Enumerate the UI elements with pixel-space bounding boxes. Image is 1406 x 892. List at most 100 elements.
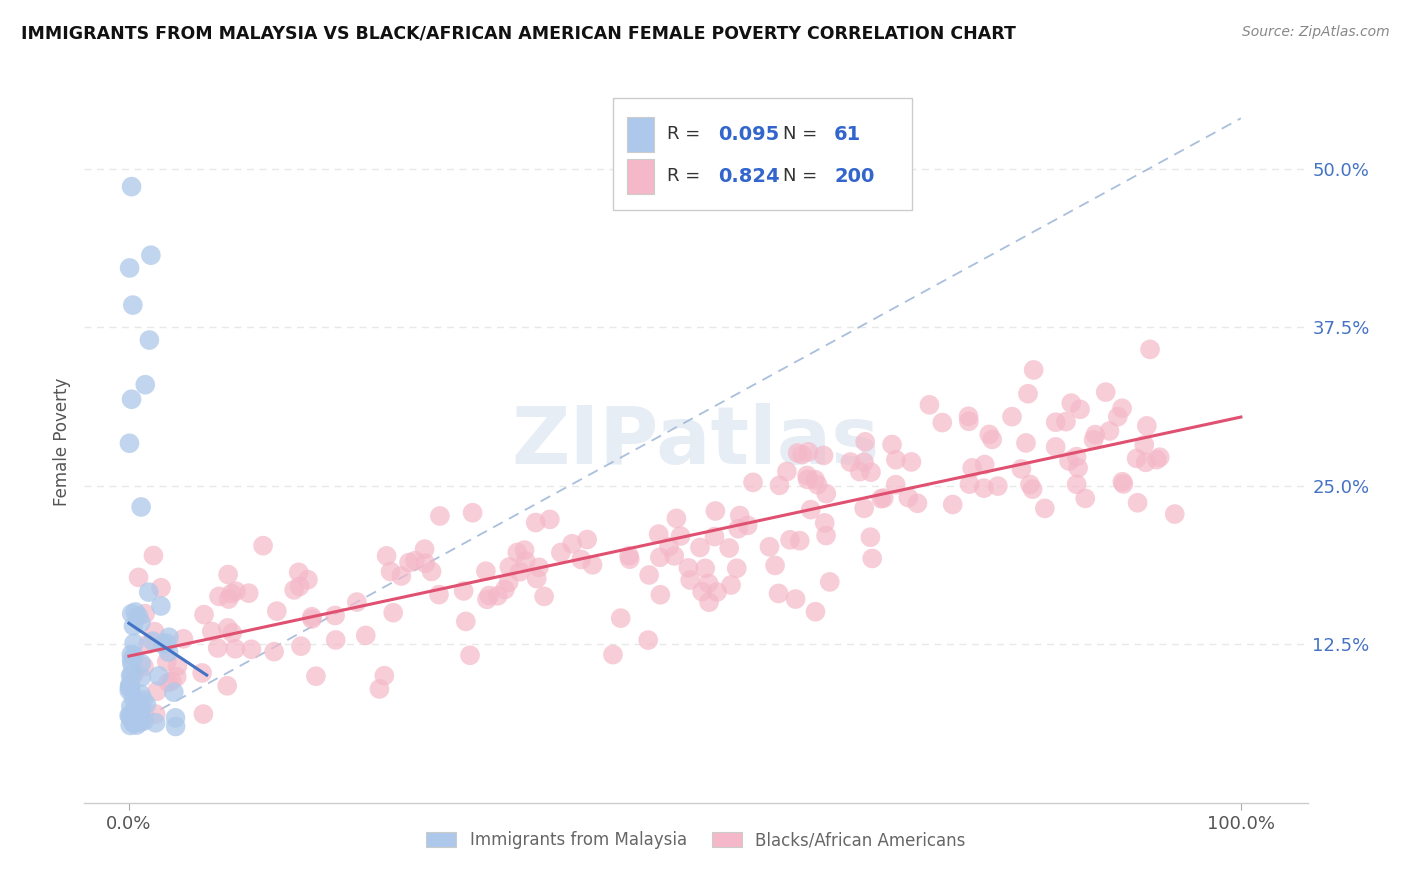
Point xyxy=(1136,418,1159,433)
Point xyxy=(1094,385,1116,400)
Point xyxy=(853,434,876,449)
Point xyxy=(789,533,811,548)
Point xyxy=(160,673,183,688)
Point xyxy=(389,569,412,583)
Point xyxy=(145,715,167,730)
Text: ZIPatlas: ZIPatlas xyxy=(512,402,880,481)
Point xyxy=(728,508,751,523)
Point xyxy=(524,516,547,530)
Point xyxy=(804,473,827,487)
Point xyxy=(118,681,141,695)
Point xyxy=(609,611,631,625)
Point xyxy=(576,533,599,547)
Point xyxy=(1149,450,1171,465)
Point xyxy=(818,574,841,589)
Point xyxy=(128,715,150,730)
Point xyxy=(122,636,145,650)
Point xyxy=(165,719,187,733)
FancyBboxPatch shape xyxy=(613,98,912,211)
Point xyxy=(118,683,141,698)
Point xyxy=(427,588,450,602)
Point xyxy=(375,549,398,563)
Point xyxy=(873,491,896,505)
Point xyxy=(900,455,922,469)
Point xyxy=(973,481,995,495)
Point xyxy=(458,648,481,663)
Point xyxy=(1033,501,1056,516)
Point xyxy=(720,578,742,592)
Point xyxy=(853,455,876,469)
Point xyxy=(127,609,149,624)
Point xyxy=(506,545,529,559)
Point xyxy=(1015,436,1038,450)
Point xyxy=(669,529,692,543)
Point xyxy=(120,709,142,723)
Point xyxy=(121,668,143,682)
Point xyxy=(163,685,186,699)
Point xyxy=(1139,343,1161,357)
Point xyxy=(124,701,146,715)
Point xyxy=(1135,455,1157,469)
Point xyxy=(475,564,498,578)
Point xyxy=(135,698,157,712)
Point xyxy=(1019,477,1042,491)
Point xyxy=(283,582,305,597)
Point xyxy=(860,551,883,566)
Point xyxy=(1021,482,1043,496)
Point xyxy=(134,377,156,392)
Point xyxy=(839,455,862,469)
Point xyxy=(486,589,509,603)
Point xyxy=(290,639,312,653)
Text: 61: 61 xyxy=(834,125,862,144)
Point xyxy=(404,554,426,568)
Point xyxy=(217,679,239,693)
Point xyxy=(513,543,536,558)
Point xyxy=(1133,438,1156,452)
Point xyxy=(373,668,395,682)
Point xyxy=(150,581,173,595)
Point xyxy=(121,179,143,194)
Point xyxy=(138,333,160,347)
Point xyxy=(1057,454,1080,468)
FancyBboxPatch shape xyxy=(627,159,654,194)
Point xyxy=(1074,491,1097,506)
Point xyxy=(217,567,239,582)
Point xyxy=(689,541,711,555)
Point xyxy=(758,540,780,554)
Point xyxy=(142,634,165,648)
Point xyxy=(413,542,436,557)
Point xyxy=(763,558,786,573)
Point xyxy=(166,659,188,673)
Point xyxy=(157,645,180,659)
Point xyxy=(128,706,150,721)
Point xyxy=(122,667,145,681)
Point xyxy=(918,398,941,412)
Point xyxy=(266,604,288,618)
Point xyxy=(207,640,229,655)
Point xyxy=(897,491,920,505)
Point xyxy=(461,506,484,520)
Point xyxy=(129,703,152,717)
Point xyxy=(122,619,145,633)
Point xyxy=(786,446,808,460)
Point xyxy=(665,511,688,525)
Point xyxy=(166,670,188,684)
Point xyxy=(498,575,520,590)
Point xyxy=(139,248,162,262)
Point xyxy=(120,712,142,726)
Point xyxy=(796,468,818,483)
Point xyxy=(494,582,516,597)
Point xyxy=(148,669,170,683)
Point xyxy=(368,681,391,696)
Text: R =: R = xyxy=(666,168,706,186)
Point xyxy=(1164,507,1187,521)
Point xyxy=(224,641,246,656)
Point xyxy=(297,573,319,587)
Point xyxy=(1111,401,1133,416)
Point xyxy=(1066,477,1088,491)
Point xyxy=(415,556,437,570)
Point xyxy=(806,477,828,491)
Point xyxy=(156,655,179,669)
Point xyxy=(132,660,155,674)
Point xyxy=(527,560,550,574)
